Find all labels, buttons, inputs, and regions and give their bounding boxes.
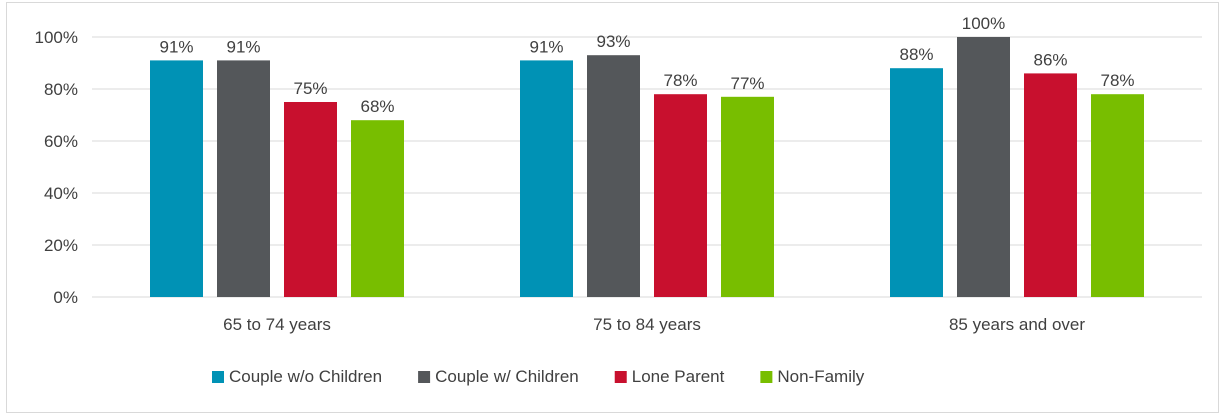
bar (520, 60, 573, 298)
x-category-label: 75 to 84 years (593, 315, 701, 334)
y-tick-label: 40% (44, 184, 78, 203)
bar (150, 60, 203, 298)
bar (217, 60, 270, 298)
data-label: 91% (529, 37, 563, 56)
y-tick-label: 0% (53, 288, 78, 307)
bar (1091, 94, 1144, 297)
legend-swatch (212, 371, 224, 383)
y-tick-label: 80% (44, 80, 78, 99)
bar (721, 96, 774, 297)
data-label: 91% (226, 37, 260, 56)
bar (284, 102, 337, 297)
y-tick-label: 20% (44, 236, 78, 255)
y-tick-label: 60% (44, 132, 78, 151)
legend-swatch (614, 371, 627, 383)
data-label: 86% (1033, 50, 1067, 69)
bar (654, 94, 707, 297)
data-label: 88% (899, 45, 933, 64)
y-tick-label: 100% (35, 28, 78, 47)
data-label: 100% (962, 14, 1005, 33)
x-category-label: 85 years and over (949, 315, 1085, 334)
bar (587, 55, 640, 298)
data-label: 77% (730, 74, 764, 93)
data-label: 91% (159, 37, 193, 56)
x-category-label: 65 to 74 years (223, 315, 331, 334)
legend-label: Couple w/ Children (435, 367, 579, 386)
data-label: 78% (663, 71, 697, 90)
data-label: 68% (360, 97, 394, 116)
legend-swatch (418, 371, 431, 383)
data-label: 78% (1100, 71, 1134, 90)
bar (957, 37, 1010, 297)
legend-label: Lone Parent (632, 367, 725, 386)
legend-label: Couple w/o Children (229, 367, 382, 386)
data-label: 93% (596, 32, 630, 51)
bar (1024, 73, 1077, 298)
legend-label: Non-Family (777, 367, 864, 386)
legend-swatch (760, 371, 773, 383)
bar (890, 68, 943, 297)
data-label: 75% (293, 79, 327, 98)
bar (351, 120, 404, 297)
